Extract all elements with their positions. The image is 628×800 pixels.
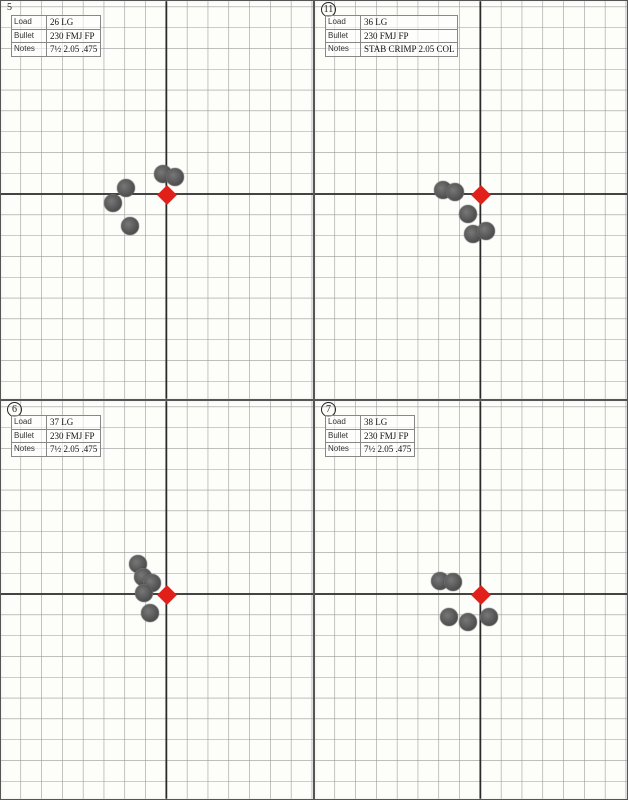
info-row-load: Load37 LG [11,415,101,429]
info-row-bullet: Bullet230 FMJ FP [11,429,101,443]
shot-hole [135,584,153,602]
info-row-notes: Notes7½ 2.05 .475 [11,442,101,457]
target-panel-11: 11Load36 LGBullet230 FMJ FPNotesSTAB CRI… [314,0,628,400]
info-val-notes: 7½ 2.05 .475 [47,43,100,56]
info-box: Load38 LGBullet230 FMJ FPNotes7½ 2.05 .4… [325,415,415,457]
info-key: Load [326,16,361,29]
grid [1,401,313,799]
info-row-notes: Notes7½ 2.05 .475 [325,442,415,457]
info-row-load: Load36 LG [325,15,458,29]
info-row-bullet: Bullet230 FMJ FP [325,29,458,43]
shot-hole [117,179,135,197]
shot-hole [141,604,159,622]
info-key: Bullet [12,430,47,443]
info-key: Load [12,16,47,29]
info-key: Bullet [326,30,361,43]
shot-hole [166,168,184,186]
shot-hole [477,222,495,240]
info-row-bullet: Bullet230 FMJ FP [11,29,101,43]
info-row-notes: Notes7½ 2.05 .475 [11,42,101,57]
grid [1,1,313,399]
info-val-load: 26 LG [47,16,98,29]
info-val-load: 38 LG [361,416,412,429]
info-val-bullet: 230 FMJ FP [361,430,412,443]
info-val-bullet: 230 FMJ FP [47,30,98,43]
target-panel-7: 7Load38 LGBullet230 FMJ FPNotes7½ 2.05 .… [314,400,628,800]
info-key: Load [326,416,361,429]
info-key: Notes [326,443,361,456]
grid [315,1,627,399]
panel-number: 5 [7,2,12,13]
info-box: Load26 LGBullet230 FMJ FPNotes7½ 2.05 .4… [11,15,101,57]
shot-hole [446,183,464,201]
info-val-load: 37 LG [47,416,98,429]
shot-hole [480,608,498,626]
shot-hole [104,194,122,212]
info-val-notes: 7½ 2.05 .475 [47,443,100,456]
shot-hole [440,608,458,626]
info-key: Notes [12,443,47,456]
info-val-notes: 7½ 2.05 .475 [361,443,414,456]
info-row-load: Load38 LG [325,415,415,429]
info-key: Bullet [326,430,361,443]
info-box: Load37 LGBullet230 FMJ FPNotes7½ 2.05 .4… [11,415,101,457]
shot-hole [459,613,477,631]
target-panel-6: 6Load37 LGBullet230 FMJ FPNotes7½ 2.05 .… [0,400,314,800]
info-val-bullet: 230 FMJ FP [47,430,98,443]
shot-hole [444,573,462,591]
info-row-load: Load26 LG [11,15,101,29]
info-key: Load [12,416,47,429]
info-val-notes: STAB CRIMP 2.05 COL [361,43,457,56]
info-row-notes: NotesSTAB CRIMP 2.05 COL [325,42,458,57]
target-panel-5: 5Load26 LGBullet230 FMJ FPNotes7½ 2.05 .… [0,0,314,400]
shot-hole [121,217,139,235]
info-val-bullet: 230 FMJ FP [361,30,412,43]
info-key: Bullet [12,30,47,43]
grid [315,401,627,799]
info-box: Load36 LGBullet230 FMJ FPNotesSTAB CRIMP… [325,15,458,57]
info-row-bullet: Bullet230 FMJ FP [325,429,415,443]
info-val-load: 36 LG [361,16,412,29]
info-key: Notes [12,43,47,56]
info-key: Notes [326,43,361,56]
shot-hole [459,205,477,223]
